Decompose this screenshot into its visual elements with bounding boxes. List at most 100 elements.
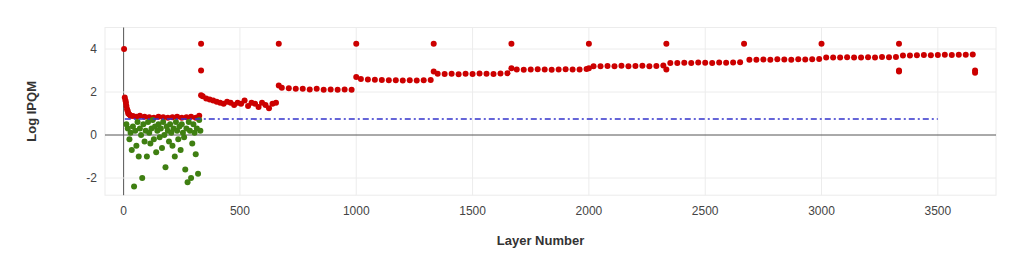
point — [131, 184, 137, 190]
threshold-line — [125, 118, 938, 120]
point — [970, 52, 976, 58]
x-tick-label: 3500 — [924, 204, 951, 218]
y-tick-label: -2 — [86, 171, 97, 185]
point — [358, 76, 364, 82]
point — [353, 41, 359, 47]
x-grid-line — [239, 28, 240, 196]
y-tick-label: 2 — [90, 85, 97, 99]
y-grid-line — [105, 135, 996, 136]
point — [760, 57, 766, 63]
point — [591, 63, 597, 69]
point — [463, 71, 469, 77]
y-axis-label: Log IPQM — [24, 81, 39, 142]
point — [604, 63, 610, 69]
point — [307, 86, 313, 92]
point — [809, 56, 815, 62]
point — [741, 41, 747, 47]
point — [150, 117, 156, 123]
point — [737, 59, 743, 65]
x-grid-line — [588, 28, 589, 196]
point — [314, 86, 320, 92]
point — [273, 100, 279, 106]
point — [198, 68, 204, 74]
point — [858, 55, 864, 61]
point — [162, 164, 168, 170]
point — [795, 56, 801, 62]
point — [542, 66, 548, 72]
point — [514, 66, 520, 72]
point — [893, 54, 899, 60]
point — [365, 77, 371, 83]
point — [153, 149, 159, 155]
point — [618, 63, 624, 69]
point — [182, 166, 188, 172]
point — [816, 56, 822, 62]
point — [386, 77, 392, 83]
point — [508, 41, 514, 47]
point — [753, 57, 759, 63]
point — [956, 52, 962, 58]
point — [663, 66, 669, 72]
point — [189, 141, 195, 147]
point — [421, 77, 427, 83]
y-grid-line — [105, 49, 996, 50]
point — [328, 86, 334, 92]
y-tick-label: 0 — [90, 128, 97, 142]
point — [886, 54, 892, 60]
point — [456, 71, 462, 77]
point — [279, 85, 285, 91]
point — [667, 60, 673, 66]
point — [646, 63, 652, 69]
point — [549, 67, 555, 73]
point — [286, 85, 292, 91]
y-grid-line — [105, 178, 996, 179]
point — [851, 54, 857, 60]
point — [151, 136, 157, 142]
point — [819, 41, 825, 47]
point — [139, 175, 145, 181]
point — [942, 52, 948, 58]
point — [414, 78, 420, 84]
point — [702, 60, 708, 66]
point — [477, 71, 483, 77]
point — [178, 147, 184, 153]
point — [879, 54, 885, 60]
point — [730, 60, 736, 66]
point — [653, 63, 659, 69]
point — [195, 171, 201, 177]
point — [300, 86, 306, 92]
point — [121, 46, 127, 52]
point — [136, 154, 142, 160]
x-tick-label: 1500 — [459, 204, 486, 218]
point — [935, 52, 941, 58]
point — [449, 71, 455, 77]
point — [914, 52, 920, 58]
point — [865, 54, 871, 60]
point — [196, 117, 202, 123]
point — [158, 126, 164, 132]
point — [788, 57, 794, 63]
y-axis: -2 0 2 4 — [86, 42, 996, 185]
point — [716, 60, 722, 66]
x-tick-label: 500 — [230, 204, 250, 218]
point — [781, 57, 787, 63]
point — [372, 77, 378, 83]
point — [598, 63, 604, 69]
point — [556, 66, 562, 72]
point — [972, 70, 978, 76]
point — [133, 143, 139, 149]
point — [746, 57, 752, 63]
point — [921, 52, 927, 58]
point — [188, 175, 194, 181]
point — [896, 69, 902, 75]
x-grid-line — [356, 28, 357, 196]
y-tick-label: 4 — [90, 42, 97, 56]
point — [570, 66, 576, 72]
point — [928, 52, 934, 58]
point — [181, 134, 187, 140]
point — [400, 77, 406, 83]
point — [491, 71, 497, 77]
point — [198, 41, 204, 47]
point — [126, 136, 132, 142]
point — [321, 87, 327, 93]
